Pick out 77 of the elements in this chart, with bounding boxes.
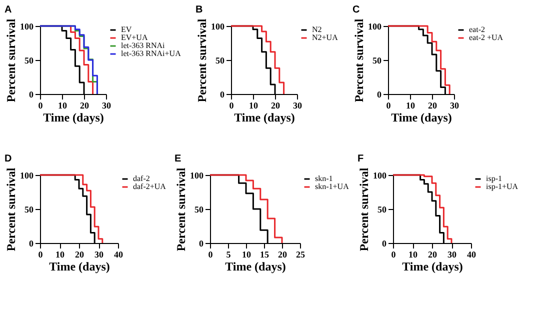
y-tick-label: 100 (211, 22, 225, 32)
legend-label: let-363 RNAi (121, 41, 166, 50)
chart-title: C (352, 4, 360, 16)
y-tick-label: 100 (373, 170, 387, 180)
x-tick-label: 0 (391, 250, 396, 260)
x-tick-label: 30 (102, 100, 112, 110)
x-tick-label: 0 (229, 100, 234, 110)
x-tick-label: 20 (428, 250, 438, 260)
chart-title: B (196, 4, 203, 16)
y-tick-label: 0 (220, 90, 225, 100)
y-tick-label: 50 (372, 56, 382, 66)
y-tick-label: 0 (29, 90, 34, 100)
y-tick-label: 100 (20, 22, 34, 32)
x-tick-label: 0 (208, 250, 214, 260)
y-axis-title: Percent survival (174, 167, 188, 252)
x-tick-label: 10 (408, 250, 418, 260)
y-tick-label: 100 (368, 22, 382, 32)
y-tick-label: 50 (24, 56, 34, 66)
x-tick-label: 20 (75, 250, 84, 260)
y-tick-label: 50 (216, 56, 225, 66)
x-tick-label: 40 (467, 250, 476, 260)
legend-label: N2+UA (312, 33, 338, 42)
x-tick-label: 20 (278, 250, 288, 260)
legend-label: isp-1+UA (486, 182, 518, 191)
y-tick-label: 50 (24, 204, 34, 214)
x-tick-label: 30 (450, 100, 460, 110)
y-tick-label: 0 (382, 238, 387, 248)
legend-label: eat-2 +UA (469, 33, 504, 42)
legend-label: EV (121, 25, 132, 34)
y-tick-label: 100 (20, 170, 34, 180)
x-axis-title: Time (days) (391, 110, 452, 124)
y-axis-title: Percent survival (4, 167, 18, 252)
legend-label: let-363 RNAi+UA (121, 49, 182, 58)
y-tick-label: 0 (377, 90, 382, 100)
legend-label: eat-2 (469, 25, 485, 34)
x-tick-label: 15 (260, 250, 270, 260)
y-axis-title: Percent survival (357, 167, 371, 252)
legend-label: N2 (312, 25, 322, 34)
chart-title: E (174, 153, 182, 164)
chart-title: A (4, 4, 12, 16)
x-tick-label: 10 (242, 250, 252, 260)
legend-label: EV+UA (121, 33, 148, 42)
y-axis-title: Percent survival (195, 18, 209, 102)
x-tick-label: 10 (58, 100, 68, 110)
x-tick-label: 5 (226, 250, 232, 260)
x-tick-label: 30 (448, 250, 457, 260)
x-tick-label: 10 (249, 100, 258, 110)
x-tick-label: 10 (56, 250, 65, 260)
x-tick-label: 30 (94, 250, 104, 260)
y-tick-label: 0 (199, 238, 204, 248)
legend-label: skn-1+UA (315, 182, 350, 191)
x-tick-label: 0 (38, 250, 44, 260)
y-tick-label: 50 (378, 204, 387, 214)
x-tick-label: 25 (296, 250, 306, 260)
x-tick-label: 20 (428, 100, 438, 110)
chart-title: D (4, 153, 12, 164)
legend-label: daf-2 (133, 174, 150, 183)
legend-label: skn-1 (315, 174, 333, 183)
legend-label: isp-1 (486, 174, 502, 183)
x-axis-title: Time (days) (234, 110, 295, 124)
chart-title: F (358, 153, 364, 164)
y-tick-label: 50 (194, 204, 204, 214)
x-axis-title: Time (days) (49, 260, 110, 274)
x-axis-title: Time (days) (43, 110, 104, 124)
x-tick-label: 40 (114, 250, 124, 260)
x-axis-title: Time (days) (402, 260, 463, 274)
x-tick-label: 0 (38, 100, 44, 110)
y-axis-title: Percent survival (4, 18, 18, 102)
x-tick-label: 10 (406, 100, 416, 110)
y-axis-title: Percent survival (352, 18, 366, 102)
y-tick-label: 0 (29, 238, 34, 248)
legend-label: daf-2+UA (133, 182, 166, 191)
x-axis-title: Time (days) (225, 260, 286, 274)
y-tick-label: 100 (190, 170, 204, 180)
x-tick-label: 30 (293, 100, 302, 110)
x-tick-label: 20 (271, 100, 280, 110)
x-tick-label: 20 (80, 100, 90, 110)
